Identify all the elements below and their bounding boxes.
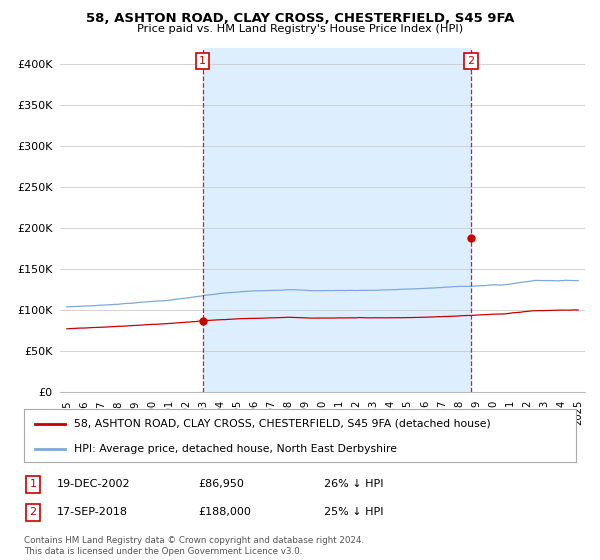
Text: 2: 2 (29, 507, 37, 517)
Text: 25% ↓ HPI: 25% ↓ HPI (324, 507, 383, 517)
Text: 58, ASHTON ROAD, CLAY CROSS, CHESTERFIELD, S45 9FA: 58, ASHTON ROAD, CLAY CROSS, CHESTERFIEL… (86, 12, 514, 25)
Text: 1: 1 (199, 57, 206, 67)
Text: Price paid vs. HM Land Registry's House Price Index (HPI): Price paid vs. HM Land Registry's House … (137, 24, 463, 34)
Text: 1: 1 (29, 479, 37, 489)
Text: Contains HM Land Registry data © Crown copyright and database right 2024.
This d: Contains HM Land Registry data © Crown c… (24, 536, 364, 556)
Text: 26% ↓ HPI: 26% ↓ HPI (324, 479, 383, 489)
Text: £86,950: £86,950 (198, 479, 244, 489)
Text: 58, ASHTON ROAD, CLAY CROSS, CHESTERFIELD, S45 9FA (detached house): 58, ASHTON ROAD, CLAY CROSS, CHESTERFIEL… (74, 419, 490, 429)
Text: £188,000: £188,000 (198, 507, 251, 517)
Text: HPI: Average price, detached house, North East Derbyshire: HPI: Average price, detached house, Nort… (74, 444, 397, 454)
Bar (203, 48, 471, 392)
Text: 17-SEP-2018: 17-SEP-2018 (57, 507, 128, 517)
Text: 19-DEC-2002: 19-DEC-2002 (57, 479, 131, 489)
Text: 2: 2 (467, 57, 475, 67)
